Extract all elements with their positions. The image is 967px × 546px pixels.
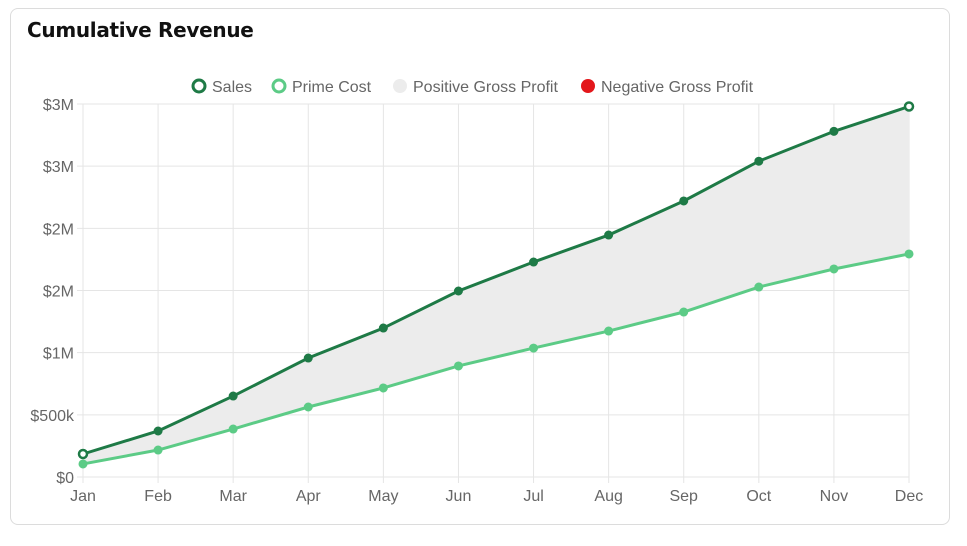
prime-cost-point bbox=[303, 402, 313, 412]
sales-legend-label: Sales bbox=[212, 79, 252, 96]
negative-gross-profit-legend-icon bbox=[581, 79, 595, 93]
sales-point bbox=[754, 156, 764, 166]
prime-cost-point bbox=[529, 343, 539, 353]
positive-gross-profit-legend-label: Positive Gross Profit bbox=[413, 79, 558, 96]
x-tick-label: May bbox=[368, 488, 398, 505]
x-tick-label: Sep bbox=[669, 488, 698, 505]
sales-point bbox=[228, 391, 238, 401]
sales-point bbox=[77, 448, 89, 460]
sales-point bbox=[604, 230, 614, 240]
prime-cost-point bbox=[904, 249, 914, 259]
prime-cost-point bbox=[153, 445, 163, 455]
prime-cost-point bbox=[78, 459, 88, 469]
sales-legend-icon bbox=[191, 78, 207, 94]
prime-cost-point bbox=[679, 307, 689, 317]
sales-point bbox=[453, 286, 463, 296]
sales-point bbox=[378, 323, 388, 333]
x-tick-label: Dec bbox=[895, 488, 923, 505]
prime-cost-point bbox=[378, 383, 388, 393]
x-tick-label: Jul bbox=[523, 488, 543, 505]
y-tick-label: $3M bbox=[43, 159, 74, 176]
y-tick-label: $500k bbox=[30, 408, 75, 425]
positive-gross-profit-legend-icon bbox=[393, 79, 407, 93]
sales-point bbox=[303, 353, 313, 363]
prime-cost-legend-label: Prime Cost bbox=[292, 79, 372, 96]
y-tick-label: $2M bbox=[43, 221, 74, 238]
sales-point bbox=[153, 426, 163, 436]
prime-cost-point bbox=[228, 424, 238, 434]
sales-point bbox=[679, 196, 689, 206]
x-tick-label: Apr bbox=[296, 488, 322, 505]
y-tick-label: $3M bbox=[43, 97, 74, 114]
prime-cost-point bbox=[829, 264, 839, 274]
card-title: Cumulative Revenue bbox=[27, 18, 254, 42]
prime-cost-point bbox=[453, 361, 463, 371]
sales-point bbox=[529, 257, 539, 267]
sales-point bbox=[903, 101, 915, 112]
negative-gross-profit-legend-label: Negative Gross Profit bbox=[601, 79, 754, 96]
x-tick-label: Mar bbox=[219, 488, 247, 505]
x-tick-label: Nov bbox=[820, 488, 848, 505]
x-tick-label: Aug bbox=[594, 488, 622, 505]
sales-point bbox=[829, 126, 839, 136]
y-tick-label: $2M bbox=[43, 284, 74, 301]
x-tick-label: Feb bbox=[144, 488, 172, 505]
prime-cost-line bbox=[82, 252, 910, 466]
positive-gross-profit-area bbox=[83, 106, 909, 464]
chart-card bbox=[10, 8, 950, 525]
x-tick-label: Jun bbox=[446, 488, 472, 505]
y-tick-label: $1M bbox=[43, 346, 74, 363]
x-tick-label: Oct bbox=[746, 488, 771, 505]
prime-cost-point bbox=[754, 282, 764, 292]
prime-cost-point bbox=[604, 326, 614, 336]
y-tick-label: $0 bbox=[56, 470, 74, 487]
prime-cost-legend-icon bbox=[271, 78, 287, 94]
x-tick-label: Jan bbox=[70, 488, 96, 505]
sales-line bbox=[82, 105, 910, 456]
